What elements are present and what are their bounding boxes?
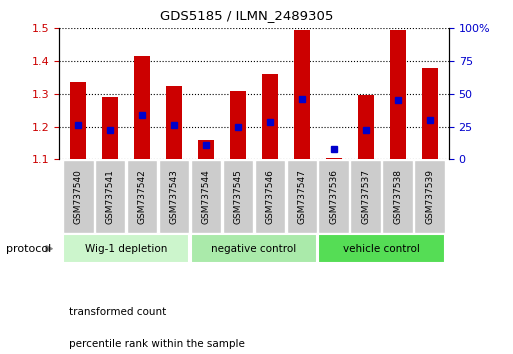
Text: GSM737538: GSM737538 — [393, 169, 402, 224]
Bar — [415, 160, 445, 233]
Text: GSM737539: GSM737539 — [425, 169, 434, 224]
Bar — [191, 234, 317, 263]
Bar — [350, 160, 381, 233]
Bar — [63, 234, 189, 263]
Bar — [230, 91, 246, 159]
Bar — [70, 82, 86, 159]
Text: negative control: negative control — [211, 244, 297, 254]
Bar — [166, 86, 182, 159]
Bar — [95, 160, 126, 233]
Bar — [102, 97, 118, 159]
Text: GSM737542: GSM737542 — [137, 169, 147, 224]
Text: Wig-1 depletion: Wig-1 depletion — [85, 244, 167, 254]
Text: GSM737541: GSM737541 — [106, 169, 114, 224]
Bar — [262, 74, 278, 159]
Bar — [63, 160, 93, 233]
Text: GSM737540: GSM737540 — [74, 169, 83, 224]
Bar — [287, 160, 317, 233]
Bar — [127, 160, 157, 233]
Bar — [223, 160, 253, 233]
Bar — [326, 158, 342, 159]
Bar — [382, 160, 413, 233]
Bar — [134, 56, 150, 159]
Bar — [390, 30, 406, 159]
Text: GSM737543: GSM737543 — [169, 169, 179, 224]
Bar — [254, 160, 285, 233]
Bar — [191, 160, 221, 233]
Text: percentile rank within the sample: percentile rank within the sample — [69, 339, 245, 349]
Bar — [319, 160, 349, 233]
Bar — [159, 160, 189, 233]
Bar — [422, 68, 438, 159]
Text: GSM737547: GSM737547 — [298, 169, 306, 224]
Text: GDS5185 / ILMN_2489305: GDS5185 / ILMN_2489305 — [160, 9, 333, 22]
Text: transformed count: transformed count — [69, 307, 167, 317]
Text: GSM737536: GSM737536 — [329, 169, 339, 224]
Bar — [198, 140, 214, 159]
Bar — [294, 30, 310, 159]
Text: GSM737545: GSM737545 — [233, 169, 243, 224]
Bar — [358, 96, 374, 159]
Text: GSM737537: GSM737537 — [361, 169, 370, 224]
Text: protocol: protocol — [6, 244, 51, 254]
Text: vehicle control: vehicle control — [343, 244, 420, 254]
Bar — [319, 234, 445, 263]
Text: GSM737544: GSM737544 — [202, 169, 210, 224]
Text: GSM737546: GSM737546 — [265, 169, 274, 224]
